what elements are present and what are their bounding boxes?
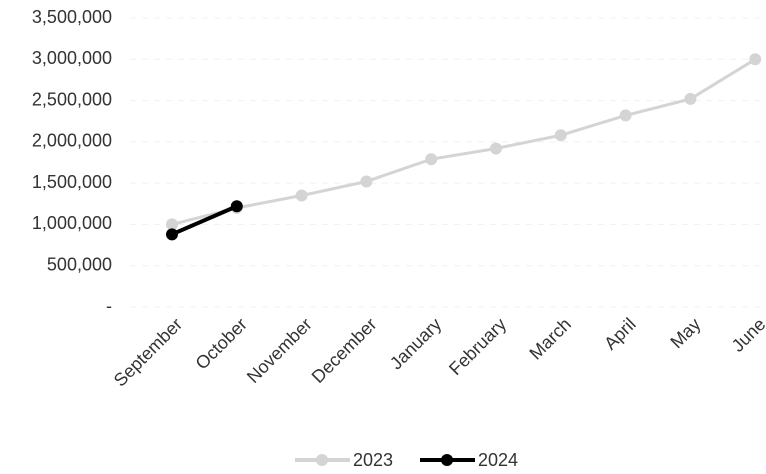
point (295, 189, 308, 202)
y-tick-label: 3,500,000 (32, 7, 112, 27)
point (230, 200, 243, 213)
x-tick-label: June (728, 314, 766, 356)
point (554, 129, 567, 142)
x-tick-label: April (600, 314, 640, 354)
y-tick-label: - (106, 296, 112, 316)
point (425, 153, 438, 166)
y-tick-label: 2,000,000 (32, 131, 112, 151)
x-tick-label: February (445, 314, 510, 379)
point (619, 109, 632, 122)
point (490, 142, 502, 155)
x-tick-label: March (525, 314, 575, 364)
x-tick-label: October (192, 314, 251, 373)
series-line (171, 204, 238, 237)
legend-label: 2023 (353, 450, 393, 470)
point (749, 53, 762, 66)
y-tick-label: 2,500,000 (32, 89, 112, 109)
y-tick-label: 3,000,000 (32, 48, 112, 68)
x-tick-label: May (666, 314, 704, 352)
legend-marker (441, 454, 453, 466)
point (166, 228, 178, 241)
point (684, 92, 697, 105)
y-tick-label: 1,500,000 (32, 172, 112, 192)
point (166, 218, 178, 231)
y-tick-label: 500,000 (47, 254, 112, 274)
legend-label: 2024 (478, 450, 518, 470)
series-line (171, 58, 756, 226)
x-tick-label: January (386, 314, 445, 373)
legend-marker (316, 454, 328, 466)
point (360, 175, 373, 188)
x-tick-label: September (110, 314, 186, 390)
x-tick-label: December (308, 314, 381, 387)
x-tick-label: November (243, 314, 316, 387)
y-tick-label: 1,000,000 (32, 213, 112, 233)
